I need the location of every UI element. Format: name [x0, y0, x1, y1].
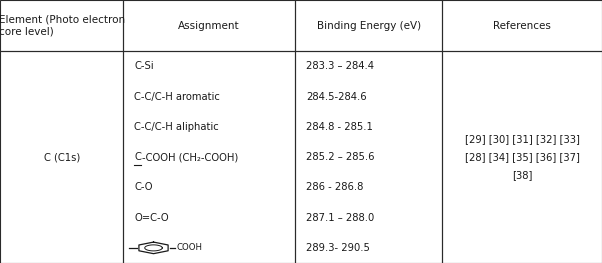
Text: C (C1s): C (C1s) [43, 152, 80, 162]
Bar [295, 0, 442, 51]
Bar [442, 0, 602, 51]
Text: C-C/C-H aliphatic: C-C/C-H aliphatic [134, 122, 219, 132]
Bar [295, 51, 442, 263]
Text: 289.3- 290.5: 289.3- 290.5 [306, 243, 370, 253]
Text: [29] [30] [31] [32] [33]
[28] [34] [35] [36] [37]
[38]: [29] [30] [31] [32] [33] [28] [34] [35] … [465, 134, 580, 180]
Text: 283.3 – 284.4: 283.3 – 284.4 [306, 61, 374, 72]
Text: Binding Energy (eV): Binding Energy (eV) [317, 21, 421, 31]
Bar [123, 0, 295, 51]
Text: 286 - 286.8: 286 - 286.8 [306, 182, 363, 193]
Text: References: References [493, 21, 551, 31]
Text: C-O: C-O [134, 182, 153, 193]
Text: C: C [134, 152, 141, 162]
Text: 284.8 - 285.1: 284.8 - 285.1 [306, 122, 373, 132]
Text: 287.1 – 288.0: 287.1 – 288.0 [306, 213, 374, 223]
Text: 284.5-284.6: 284.5-284.6 [306, 92, 367, 102]
Text: Assignment: Assignment [178, 21, 240, 31]
Text: C-Si: C-Si [134, 61, 154, 72]
Bar [0, 51, 123, 263]
Text: O=C-O: O=C-O [134, 213, 169, 223]
Text: COOH: COOH [176, 243, 202, 252]
Text: Element (Photo electron
core level): Element (Photo electron core level) [0, 15, 125, 37]
Bar [442, 51, 602, 263]
Bar [0, 0, 123, 51]
Text: C-C/C-H aromatic: C-C/C-H aromatic [134, 92, 220, 102]
Text: -COOH (CH₂-COOH): -COOH (CH₂-COOH) [142, 152, 238, 162]
Text: 285.2 – 285.6: 285.2 – 285.6 [306, 152, 374, 162]
Bar [123, 51, 295, 263]
